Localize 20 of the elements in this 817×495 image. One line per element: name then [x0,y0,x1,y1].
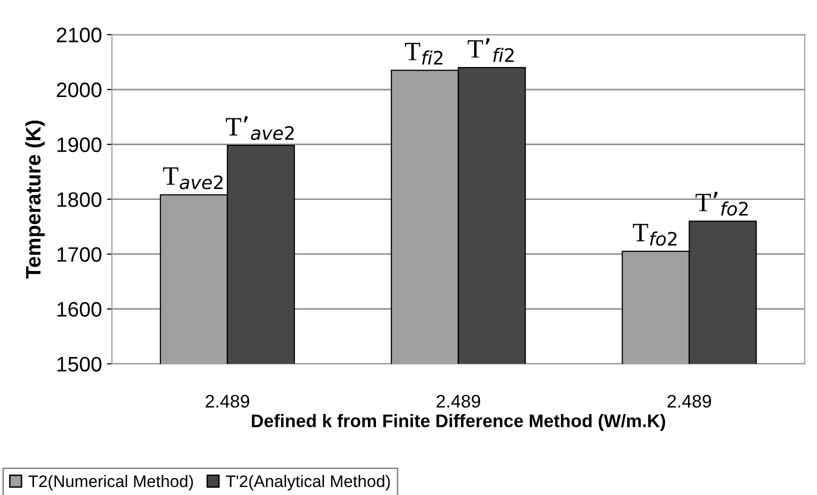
x-tick-label: 2.489 [668,394,712,408]
y-tick-label: 2000 [56,82,102,98]
legend-label: T2(Numerical Method) [28,474,193,490]
data-label: T’$_{fi2}$ [468,38,514,62]
y-tick-label: 1600 [57,302,102,317]
y-tick-label: 1500 [57,356,102,372]
data-label: T$_{ave2}$ [163,167,223,190]
y-tick-label: 1800 [57,192,102,207]
y-tick-label: 1700 [57,247,102,262]
data-label: T’$_{fo2}$ [696,192,748,216]
y-tick-label: 1900 [57,137,102,152]
x-tick-label: 2.489 [206,394,250,408]
y-tick-label: 2100 [56,28,102,42]
x-tick-label: 2.489 [436,394,480,408]
data-label: T’$_{ave2}$ [226,116,294,140]
x-axis-title: Defined k from Finite Difference Method (W/m.K) [252,414,666,431]
legend-label: T'2(Analytical Method) [226,474,390,490]
data-label: T$_{fi2}$ [405,42,442,64]
data-label: T$_{fo2}$ [632,224,677,246]
y-axis-title: Temperature (K) [25,120,45,279]
